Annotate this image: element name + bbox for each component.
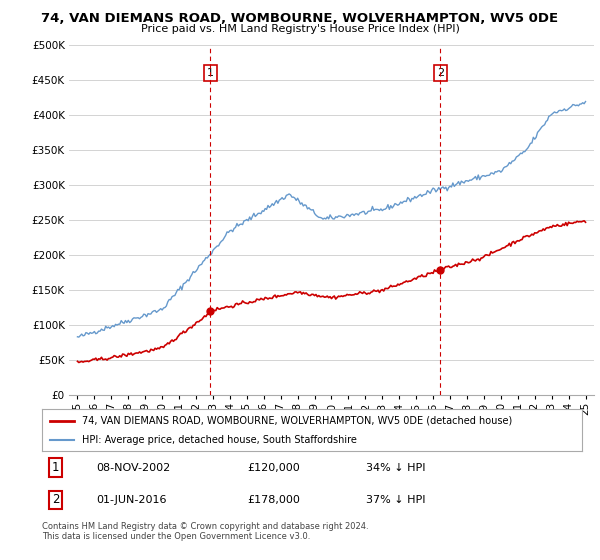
Text: HPI: Average price, detached house, South Staffordshire: HPI: Average price, detached house, Sout… [83, 435, 358, 445]
Text: 1: 1 [207, 68, 214, 78]
Text: 37% ↓ HPI: 37% ↓ HPI [366, 495, 425, 505]
Text: Contains HM Land Registry data © Crown copyright and database right 2024.
This d: Contains HM Land Registry data © Crown c… [42, 522, 368, 542]
Text: Price paid vs. HM Land Registry's House Price Index (HPI): Price paid vs. HM Land Registry's House … [140, 24, 460, 34]
Text: 01-JUN-2016: 01-JUN-2016 [96, 495, 167, 505]
Text: £120,000: £120,000 [247, 463, 300, 473]
Text: 74, VAN DIEMANS ROAD, WOMBOURNE, WOLVERHAMPTON, WV5 0DE (detached house): 74, VAN DIEMANS ROAD, WOMBOURNE, WOLVERH… [83, 416, 513, 426]
Text: 2: 2 [52, 493, 59, 506]
Text: 34% ↓ HPI: 34% ↓ HPI [366, 463, 425, 473]
Text: 2: 2 [437, 68, 444, 78]
Text: 08-NOV-2002: 08-NOV-2002 [96, 463, 170, 473]
Text: 1: 1 [52, 461, 59, 474]
Text: 74, VAN DIEMANS ROAD, WOMBOURNE, WOLVERHAMPTON, WV5 0DE: 74, VAN DIEMANS ROAD, WOMBOURNE, WOLVERH… [41, 12, 559, 25]
Text: £178,000: £178,000 [247, 495, 300, 505]
